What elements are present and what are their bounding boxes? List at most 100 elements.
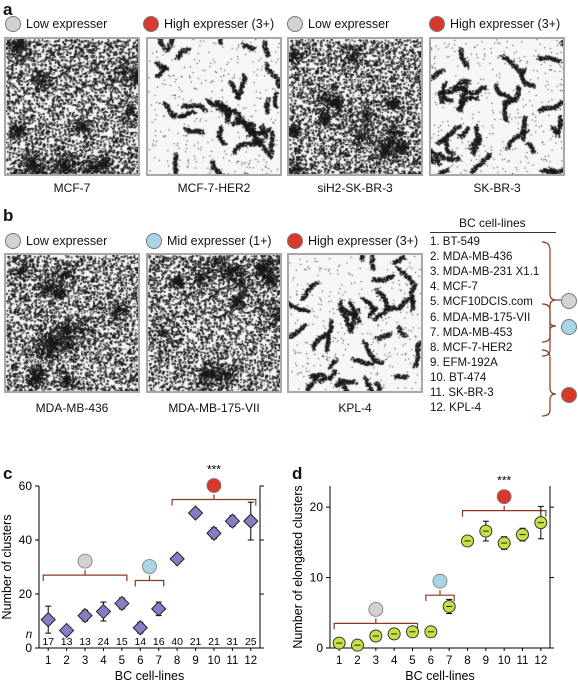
n-value-label: 13 <box>79 636 91 648</box>
microscopy-image-kpl4 <box>287 253 423 393</box>
panel-c-letter: c <box>3 464 13 483</box>
legend-label: High expresser (3+) <box>450 17 561 31</box>
n-value-label: 14 <box>134 636 146 648</box>
x-tick-label: 7 <box>156 655 162 667</box>
x-axis-label: BC cell-lines <box>405 669 474 683</box>
microscopy-image-mcf7 <box>4 37 140 176</box>
low-group-dot-icon <box>368 601 384 617</box>
data-point-diamond <box>114 595 130 612</box>
image-caption: KPL-4 <box>338 401 372 415</box>
mid-group-dot-icon <box>432 573 448 589</box>
x-tick-label: 11 <box>517 655 529 667</box>
x-tick-label: 8 <box>174 655 180 667</box>
n-label: n <box>26 629 32 641</box>
image-caption: siH2-SK-BR-3 <box>317 181 393 195</box>
cell-line-item: 5. MCF10DCIS.com <box>430 296 533 309</box>
legend-high-expresser: High expresser (3+) <box>287 233 418 249</box>
x-tick-label: 9 <box>192 655 198 667</box>
mid-group-bracket <box>541 303 557 343</box>
significance-label: *** <box>207 463 221 477</box>
mid-expresser-dot-icon <box>146 233 162 249</box>
data-point-diamond <box>77 607 93 624</box>
low-group-bracket <box>333 622 419 630</box>
image-caption: MCF-7-HER2 <box>177 181 251 195</box>
image-caption: SK-BR-3 <box>473 181 521 195</box>
y-tick-label: 60 <box>19 479 33 493</box>
mid-group-dot-icon <box>561 319 577 335</box>
image-caption: MDA-MB-436 <box>35 401 109 415</box>
cell-lines-brackets <box>541 241 561 417</box>
low-expresser-dot-icon <box>287 16 303 32</box>
n-value-label: 16 <box>153 636 165 648</box>
y-axis-label: Number of clusters <box>0 515 14 620</box>
high-group-bracket <box>171 498 257 506</box>
x-tick-label: 5 <box>409 655 415 667</box>
data-point-diamond <box>206 525 222 541</box>
low-expresser-dot-icon <box>5 16 21 32</box>
low-group-dot-icon <box>561 293 577 309</box>
n-value-label: 13 <box>61 636 73 648</box>
legend-high-expresser: High expresser (3+) <box>429 16 560 32</box>
data-point-diamond <box>40 611 56 628</box>
x-tick-label: 4 <box>100 655 107 667</box>
data-point-diamond <box>151 601 167 617</box>
data-point-diamond <box>224 513 241 529</box>
cell-line-item: 4. MCF-7 <box>430 281 478 294</box>
high-group-bracket <box>541 349 557 417</box>
high-group-dot-icon <box>496 489 512 505</box>
data-point-diamond <box>58 622 75 639</box>
x-tick-label: 12 <box>534 655 547 667</box>
legend-label: High expresser (3+) <box>164 17 275 31</box>
cell-lines-title: BC cell-lines <box>459 216 526 230</box>
x-tick-label: 1 <box>336 655 342 667</box>
cell-lines-title-rule <box>430 232 556 233</box>
microscopy-image-skbr3 <box>429 37 565 176</box>
data-point-diamond <box>132 620 148 636</box>
panel-a-letter: a <box>3 0 13 19</box>
legend-label: Low expresser <box>26 17 108 31</box>
x-tick-label: 11 <box>226 655 238 667</box>
high-expresser-dot-icon <box>143 16 159 32</box>
high-group-dot-icon <box>206 478 222 493</box>
data-point-diamond <box>187 505 204 521</box>
microscopy-image-mda-mb-436 <box>4 253 140 393</box>
cell-line-item: 1. BT-549 <box>430 236 480 248</box>
mid-group-dot-icon <box>142 559 157 574</box>
cell-line-item: 7. MDA-MB-453 <box>430 326 513 339</box>
image-caption: MDA-MB-175-VII <box>168 401 260 415</box>
low-expresser-dot-icon <box>5 233 21 249</box>
cell-line-item: 3. MDA-MB-231 X1.1 <box>430 266 540 279</box>
x-tick-label: 6 <box>137 655 143 667</box>
low-group-dot-icon <box>77 553 93 569</box>
x-tick-label: 2 <box>63 655 69 667</box>
y-tick-label: 20 <box>19 587 33 601</box>
x-tick-label: 4 <box>391 655 398 667</box>
microscopy-image-sih2-skbr3 <box>287 37 423 176</box>
cell-line-item: 8. MCF-7-HER2 <box>430 341 513 354</box>
cell-line-item: 9. EFM-192A <box>430 356 498 369</box>
legend-label: Mid expresser (1+) <box>167 234 272 248</box>
microscopy-image-mda-mb-175-vii <box>146 253 282 393</box>
panel-d-letter: d <box>292 464 303 483</box>
x-tick-label: 12 <box>244 655 257 667</box>
data-point-diamond <box>169 551 185 567</box>
y-tick-label: 0 <box>316 641 323 655</box>
legend-label: Low expresser <box>308 17 390 31</box>
x-tick-label: 5 <box>119 655 125 667</box>
high-expresser-dot-icon <box>287 233 303 249</box>
cell-line-item: 6. MDA-MB-175-VII <box>430 311 531 324</box>
y-tick-label: 40 <box>19 533 33 547</box>
mid-group-bracket <box>425 594 455 602</box>
x-tick-label: 6 <box>428 655 434 667</box>
image-caption: MCF-7 <box>53 181 91 195</box>
data-point-diamond <box>243 513 259 529</box>
n-value-label: 15 <box>116 636 128 648</box>
x-tick-label: 9 <box>483 655 489 667</box>
x-axis-label: BC cell-lines <box>115 669 184 683</box>
data-point-diamond <box>95 603 112 620</box>
cell-line-item: 11. SK-BR-3 <box>430 387 494 399</box>
n-value-label: 31 <box>227 636 239 648</box>
y-tick-label: 20 <box>310 500 324 514</box>
legend-mid-expresser: Mid expresser (1+) <box>146 233 272 249</box>
n-value-label: 24 <box>98 636 110 648</box>
